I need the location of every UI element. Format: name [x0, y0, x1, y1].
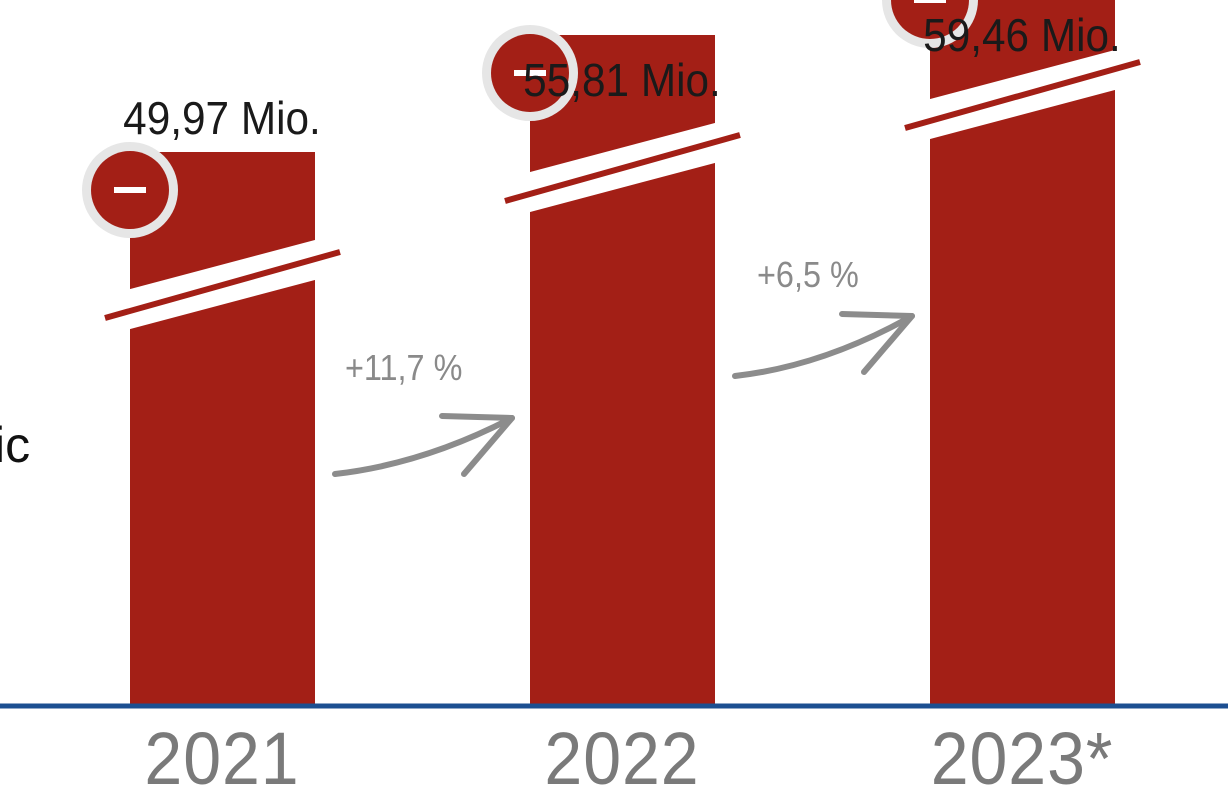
growth-arrowhead-2023: [839, 311, 915, 375]
axis-break-line-2022: [504, 132, 741, 204]
growth-arrows-group: [332, 311, 915, 477]
minus-icon: [914, 0, 946, 3]
minus-icon: [114, 187, 146, 193]
x-tick-label-2023: 2023*: [930, 717, 1114, 800]
collapse-buttons-group: [82, 0, 978, 238]
growth-arrowhead-2022: [439, 413, 515, 477]
collapse-button-disc: [891, 0, 969, 39]
collapse-button-2021: [82, 142, 178, 238]
x-tick-label-2022: 2022: [544, 717, 700, 800]
axis-break-line-2023: [904, 59, 1141, 131]
axis-breaks-group: [100, 42, 1145, 337]
growth-arrow-2022: [332, 415, 515, 477]
growth-label-2023: +6,5 %: [757, 254, 859, 295]
collapse-button-2022: [482, 25, 578, 121]
axis-break-line-2021: [104, 249, 341, 321]
value-label-2021: 49,97 Mio.: [123, 92, 321, 144]
bar-2021: [130, 152, 315, 706]
clipped-text: ic: [0, 417, 31, 473]
collapse-button-2023: [882, 0, 978, 48]
minus-icon: [514, 70, 546, 76]
growth-arrow-2023: [732, 313, 915, 379]
value-label-2022: 55,81 Mio.: [523, 54, 721, 106]
x-tick-label-2021: 2021: [144, 717, 300, 800]
value-label-2023: 59,46 Mio.: [923, 9, 1121, 61]
growth-label-2022: +11,7 %: [345, 347, 463, 388]
